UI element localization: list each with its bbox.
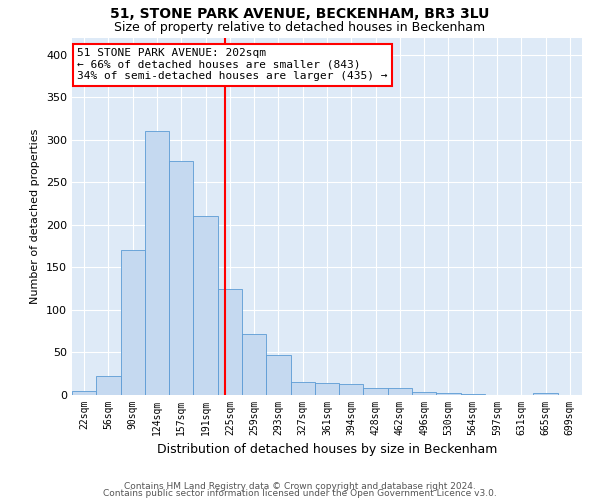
Bar — [339, 384, 364, 395]
Text: Size of property relative to detached houses in Beckenham: Size of property relative to detached ho… — [115, 21, 485, 34]
Bar — [145, 131, 169, 395]
Bar — [266, 355, 290, 395]
Bar — [72, 390, 96, 395]
Bar — [461, 394, 485, 395]
Bar — [364, 388, 388, 395]
Bar — [533, 394, 558, 395]
Bar — [412, 392, 436, 395]
X-axis label: Distribution of detached houses by size in Beckenham: Distribution of detached houses by size … — [157, 444, 497, 456]
Bar — [388, 388, 412, 395]
Bar — [436, 394, 461, 395]
Bar — [218, 288, 242, 395]
Bar — [290, 382, 315, 395]
Y-axis label: Number of detached properties: Number of detached properties — [31, 128, 40, 304]
Text: 51, STONE PARK AVENUE, BECKENHAM, BR3 3LU: 51, STONE PARK AVENUE, BECKENHAM, BR3 3L… — [110, 8, 490, 22]
Bar — [315, 383, 339, 395]
Bar — [193, 216, 218, 395]
Text: 51 STONE PARK AVENUE: 202sqm
← 66% of detached houses are smaller (843)
34% of s: 51 STONE PARK AVENUE: 202sqm ← 66% of de… — [77, 48, 388, 82]
Text: Contains public sector information licensed under the Open Government Licence v3: Contains public sector information licen… — [103, 490, 497, 498]
Text: Contains HM Land Registry data © Crown copyright and database right 2024.: Contains HM Land Registry data © Crown c… — [124, 482, 476, 491]
Bar — [96, 376, 121, 395]
Bar — [121, 250, 145, 395]
Bar — [242, 334, 266, 395]
Bar — [169, 161, 193, 395]
